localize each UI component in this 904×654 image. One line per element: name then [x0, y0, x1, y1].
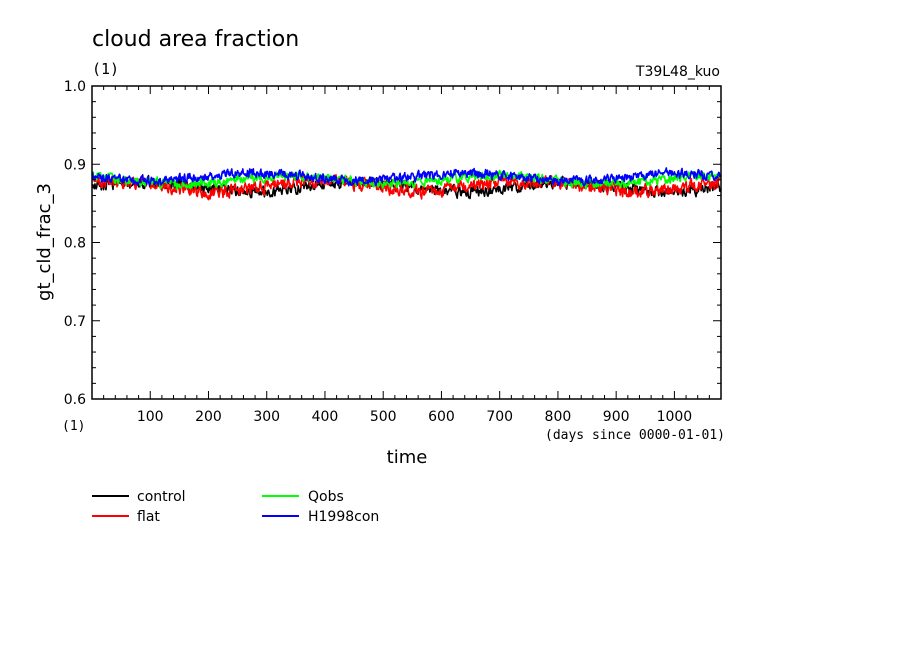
x-tick-label: 100 [137, 409, 164, 425]
title-unit: (1) [92, 60, 119, 78]
legend-item-flat: flat [92, 509, 160, 525]
series-layer [91, 167, 722, 201]
plot-frame [91, 85, 722, 400]
y-tick-label: 0.9 [64, 157, 86, 173]
legend-label-control: control [137, 489, 186, 505]
x-tick-label: 300 [253, 409, 280, 425]
x-tick-label: 200 [195, 409, 222, 425]
x-tick-label: 700 [486, 409, 513, 425]
chart-title: cloud area fraction [92, 27, 299, 52]
y-tick-label: 0.8 [64, 236, 86, 252]
legend-item-control: control [92, 489, 186, 505]
x-axis-label: time [387, 447, 428, 468]
y-tick-label: 1.0 [64, 79, 86, 95]
x-unit-label: (days since 0000-01-01) [545, 428, 725, 443]
series-line-qobs [91, 169, 722, 191]
x-tick-label: 1000 [657, 409, 693, 425]
series-line-h1998con [91, 167, 722, 187]
legend-item-h1998con: H1998con [262, 509, 379, 525]
y-unit-label: (1) [62, 419, 85, 434]
x-tick-label: 400 [312, 409, 339, 425]
x-tick-label: 900 [603, 409, 630, 425]
legend-label-flat: flat [137, 509, 160, 525]
legend: control flat Qobs H1998con [92, 489, 379, 525]
x-tick-label: 800 [545, 409, 572, 425]
legend-label-h1998con: H1998con [308, 509, 379, 525]
x-tick-label: 500 [370, 409, 397, 425]
legend-label-qobs: Qobs [308, 489, 344, 505]
tick-label-layer: 100 200 300 400 500 600 700 800 900 1000 0.6 0.7 0.8… [64, 79, 692, 425]
run-label: T39L48_kuo [635, 64, 720, 80]
y-axis-label: gt_cld_frac_3 [34, 183, 55, 301]
y-tick-label: 0.7 [64, 314, 86, 330]
x-tick-label: 600 [428, 409, 455, 425]
legend-item-qobs: Qobs [262, 489, 344, 505]
y-tick-label: 0.6 [64, 392, 86, 408]
tick-layer [92, 85, 721, 400]
